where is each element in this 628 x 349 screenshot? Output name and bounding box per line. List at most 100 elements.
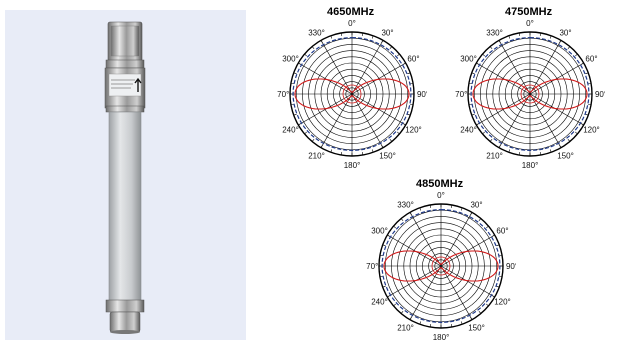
grid-spoke [320,93,353,148]
polar-plot-3: 4850MHz 0° 30° 60° 90° 120° 150° 180° 210° 240° 2… [362,178,518,349]
grid-tick [539,32,542,36]
grid-tick [298,62,302,65]
grid-tick [429,204,432,208]
grid-tick [340,32,343,36]
grid-tick [468,103,472,106]
grid-tick [407,113,411,116]
grid-tick [320,144,323,148]
angle-label: 90° [595,90,605,99]
angle-label: 0° [526,19,534,28]
grid-tick [330,149,333,153]
grid-tick [397,53,400,57]
angle-label: 210° [397,323,414,332]
grid-tick [498,40,501,44]
grid-tick [419,321,422,325]
grid-spoke [387,265,442,298]
grid-tick [496,244,500,247]
grid-tick [486,225,489,229]
angle-label: 240° [282,126,299,135]
grid-tick [567,139,571,142]
grid-tick [539,152,542,156]
grid-tick [402,62,406,65]
angle-label: 180° [522,161,539,170]
grid-tick [382,285,386,288]
polar-plot-1: 4650MHz 0° 30° 60° 90° 120° 150° 180° 210° 240° 2… [273,6,429,183]
grid-spoke [351,93,406,126]
angle-label: 90° [417,90,427,99]
grid-tick [580,123,584,126]
grid-spoke [529,93,584,126]
angle-label: 30° [559,29,571,38]
grid-spoke [476,93,531,126]
grid-spoke [440,212,473,267]
angle-label: 270° [366,262,378,271]
angle-label: 240° [371,298,388,307]
e-plane-pattern [294,78,410,110]
grid-tick [518,152,521,156]
angle-label: 60° [407,55,419,64]
grid-tick [311,139,315,142]
product-photo [5,10,246,340]
grid-tick [410,82,414,85]
angle-label: 60° [496,227,508,236]
grid-spoke [440,234,495,267]
grid-tick [298,123,302,126]
grid-spoke [351,40,384,95]
grid-tick [585,72,589,75]
grid-spoke [440,265,473,320]
grid-tick [471,72,475,75]
e-plane-minor-lobe [342,84,362,104]
grid-tick [450,204,453,208]
grid-tick [419,207,422,211]
grid-tick [491,234,495,237]
grid-tick [371,35,374,39]
h-plane-pattern [381,209,501,324]
grid-tick [585,113,589,116]
grid-tick [471,113,475,116]
grid-tick [407,72,411,75]
grid-tick [293,113,297,116]
grid-tick [371,149,374,153]
angle-label: 60° [585,55,597,64]
angle-label: 270° [455,90,467,99]
grid-tick [468,82,472,85]
angle-label: 0° [437,191,445,200]
grid-tick [518,32,521,36]
angle-label: 180° [433,333,450,342]
grid-tick [387,234,391,237]
grid-tick [508,35,511,39]
grid-spoke [529,40,562,95]
e-plane-pattern [383,250,499,282]
angle-label: 180° [344,161,361,170]
grid-tick [387,295,391,298]
grid-tick [389,139,393,142]
angle-label: 210° [308,151,325,160]
angle-label: 150° [468,323,485,332]
angle-label: 270° [277,90,289,99]
grid-tick [330,35,333,39]
grid-tick [460,321,463,325]
polar-plot-2: 4750MHz 0° 30° 60° 90° 120° 150° 180° 210° 240° 2… [451,6,607,183]
grid-tick [429,324,432,328]
grid-tick [409,316,412,320]
grid-tick [580,62,584,65]
grid-tick [476,123,480,126]
angle-label: 300° [282,55,299,64]
grid-spoke [498,40,531,95]
angle-label: 150° [557,151,574,160]
grid-tick [575,53,578,57]
polar-chart: 0° 30° 60° 90° 120° 150° 180° 210° 240° 270° 300° 3… [451,19,607,170]
grid-tick [381,40,384,44]
grid-spoke [298,62,353,95]
angle-label: 120° [494,298,511,307]
grid-tick [382,244,386,247]
grid-tick [311,46,315,49]
e-plane-minor-lobe [431,256,451,276]
grid-tick [476,62,480,65]
grid-tick [320,40,323,44]
e-plane-minor-lobe [520,84,540,104]
grid-tick [304,53,307,57]
grid-tick [478,218,482,221]
angle-label: 150° [379,151,396,160]
grid-tick [290,103,294,106]
